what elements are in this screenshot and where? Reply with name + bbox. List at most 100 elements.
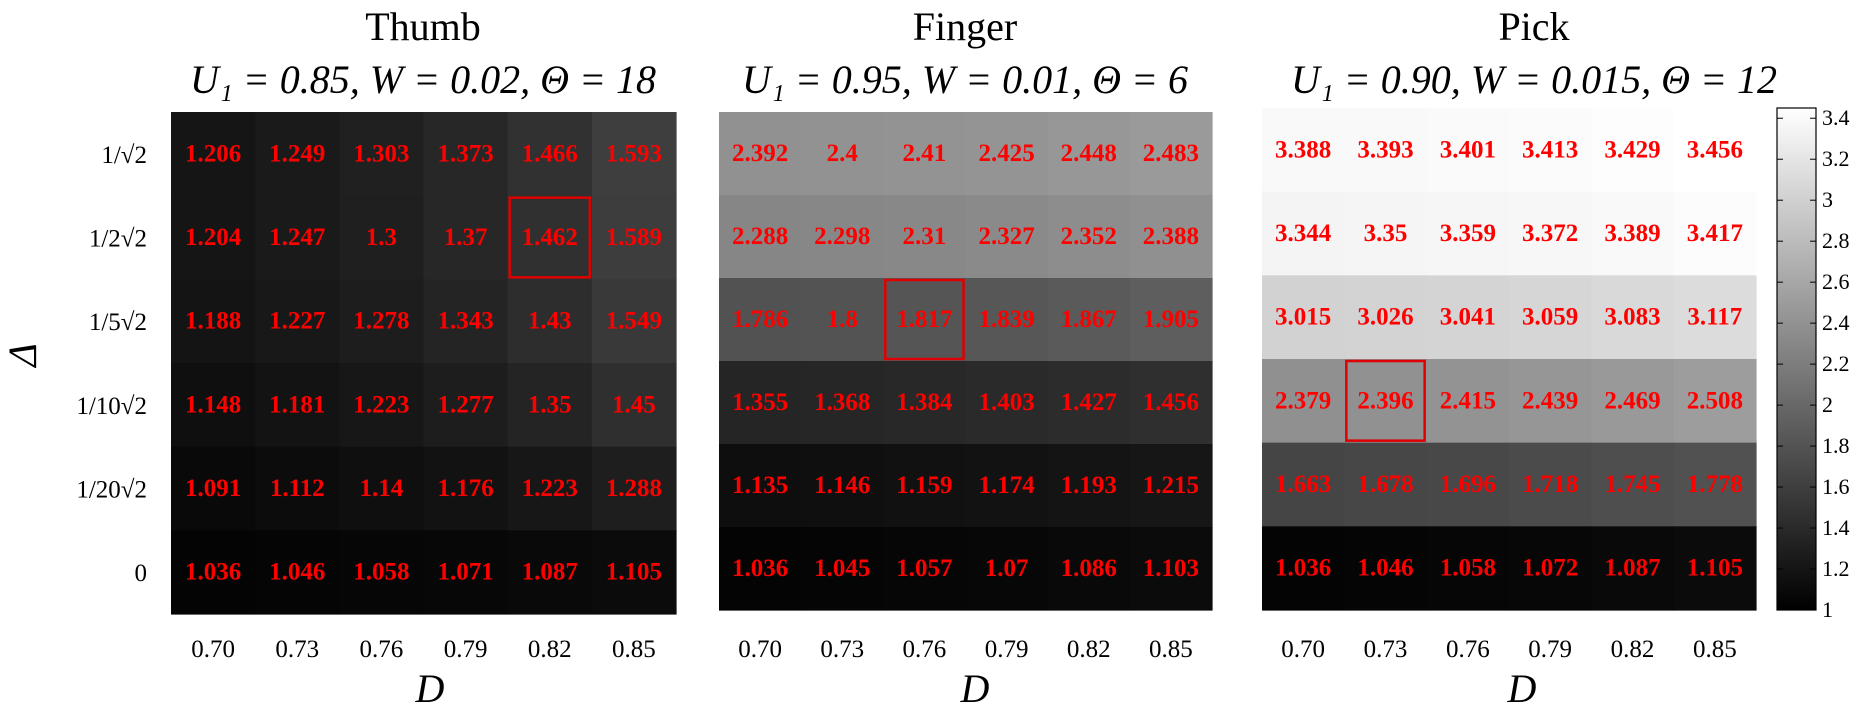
heatmap-cell [1426, 275, 1510, 360]
heatmap-cell [965, 112, 1049, 196]
cell-value-label: 1.14 [360, 475, 404, 502]
cell-value-label: 1.176 [437, 475, 493, 502]
heatmap-cell [1509, 191, 1592, 276]
cell-value-label: 2.392 [732, 140, 788, 167]
cell-value-label: 1.678 [1357, 471, 1413, 498]
cell-value-label: 1.193 [1061, 472, 1117, 499]
heatmap-cell [507, 279, 593, 364]
cell-value-label: 2.288 [732, 223, 788, 250]
heatmap-cell [719, 527, 802, 611]
heatmap-cell [1426, 442, 1510, 527]
heatmap-cell [1344, 442, 1428, 527]
cell-value-label: 1.45 [612, 391, 656, 418]
cell-value-label: 3.015 [1275, 304, 1331, 331]
heatmap-cell [1129, 361, 1213, 445]
heatmap-cell [1426, 191, 1510, 276]
heatmap-cell [965, 278, 1049, 362]
cell-value-label: 3.344 [1275, 220, 1332, 247]
heatmap-cell [591, 363, 677, 448]
cell-value-label: 1.086 [1061, 555, 1117, 582]
heatmap-cell [1129, 112, 1213, 196]
cell-value-label: 1.247 [269, 224, 325, 251]
cell-value-label: 1.549 [606, 308, 662, 335]
heatmap-cell [423, 446, 509, 531]
cell-value-label: 1.3 [366, 224, 397, 251]
heatmap-cell [1591, 359, 1675, 444]
cell-value-label: 1.146 [814, 472, 870, 499]
cell-value-label: 1.718 [1522, 471, 1578, 498]
x-tick-label: 0.79 [1528, 636, 1572, 663]
cell-value-label: 1.778 [1687, 471, 1743, 498]
x-tick-label: 0.70 [738, 636, 782, 663]
cell-value-label: 2.483 [1143, 140, 1199, 167]
cell-value-label: 2.327 [978, 223, 1034, 250]
heatmap-cell [1262, 191, 1345, 276]
cell-value-label: 1.112 [270, 475, 325, 502]
heatmap-cell [883, 444, 967, 528]
cell-value-label: 3.083 [1604, 304, 1660, 331]
colorbar-tick-label: 3.4 [1822, 105, 1850, 130]
heatmap-cell [801, 112, 884, 196]
y-tick-label: 0 [135, 560, 148, 587]
panel-title: Thumb [365, 4, 481, 49]
cell-value-label: 1.087 [1604, 555, 1660, 582]
cell-value-label: 1.589 [606, 224, 662, 251]
heatmap-cell [1673, 108, 1757, 193]
heatmap-cell [1344, 359, 1428, 444]
cell-value-label: 1.057 [896, 555, 952, 582]
heatmap-cell [255, 112, 340, 197]
y-tick-label: 1/5√2 [89, 309, 147, 336]
x-tick-labels: 0.70 0.73 0.76 0.79 0.82 0.85 [191, 636, 656, 663]
heatmap-cell [1129, 195, 1213, 279]
heatmap-cell [255, 363, 340, 448]
cell-value-label: 1.8 [827, 306, 858, 333]
cell-value-label: 2.379 [1275, 387, 1331, 414]
heatmap-cell [801, 361, 884, 445]
heatmap-cell [1262, 526, 1345, 611]
x-axis-label: D [1507, 666, 1537, 711]
panel-subtitle: U₁ = 0.90, W = 0.015, Θ = 12 [1291, 57, 1777, 102]
heatmap-cell [423, 279, 509, 364]
cell-value-label: 1.159 [896, 472, 952, 499]
cell-value-label: 1.696 [1440, 471, 1496, 498]
heatmap-cell [1047, 112, 1131, 196]
heatmap-cell [965, 527, 1049, 611]
heatmap-cell [1262, 108, 1345, 193]
heatmap-cell [255, 195, 340, 280]
heatmap-cell [801, 527, 884, 611]
heatmap-cell [1262, 359, 1345, 444]
heatmap-cell [423, 363, 509, 448]
cell-value-label: 1.087 [522, 559, 578, 586]
heatmap-cell [339, 446, 425, 531]
heatmap-cell [423, 195, 509, 280]
heatmap-cell [1673, 191, 1757, 276]
heatmap-cell [1426, 526, 1510, 611]
cell-value-label: 3.372 [1522, 220, 1578, 247]
heatmap-cell [1673, 359, 1757, 444]
cell-value-label: 1.105 [1687, 555, 1743, 582]
cell-value-label: 1.277 [437, 391, 493, 418]
colorbar-tick-label: 1.8 [1822, 433, 1850, 458]
colorbar-tick-label: 1.6 [1822, 474, 1850, 499]
y-tick-labels: 1/√2 1/2√2 1/5√2 1/10√2 1/20√2 0 [76, 142, 147, 587]
cell-value-label: 1.343 [437, 308, 493, 335]
heatmap-cell [507, 530, 593, 615]
x-tick-label: 0.79 [444, 636, 488, 663]
cell-value-label: 1.07 [985, 555, 1029, 582]
heatmap-cell [1673, 275, 1757, 360]
heatmap-cell [883, 361, 967, 445]
cell-value-label: 1.181 [269, 391, 325, 418]
heatmap-cell [801, 278, 884, 362]
cell-value-label: 2.298 [814, 223, 870, 250]
heatmap-cell [1344, 191, 1428, 276]
heatmap-cell [965, 444, 1049, 528]
cell-value-label: 3.359 [1440, 220, 1496, 247]
cell-value-label: 3.393 [1357, 136, 1413, 163]
highlight-box [508, 196, 592, 279]
x-tick-label: 0.70 [191, 636, 235, 663]
heatmap-cell [1591, 526, 1675, 611]
heatmap-cell [1047, 444, 1131, 528]
cell-value-label: 1.072 [1522, 555, 1578, 582]
cell-value-label: 1.278 [353, 308, 409, 335]
heatmap-cell [883, 527, 967, 611]
